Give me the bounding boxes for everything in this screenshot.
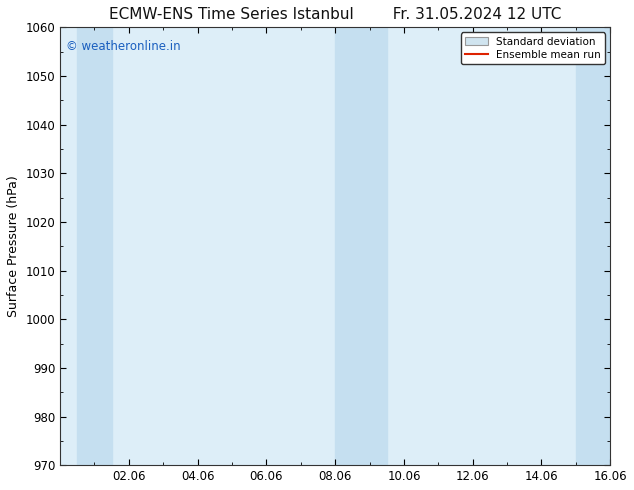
Bar — [77, 27, 112, 465]
Bar — [576, 27, 611, 465]
Bar — [335, 27, 387, 465]
Title: ECMW-ENS Time Series Istanbul        Fr. 31.05.2024 12 UTC: ECMW-ENS Time Series Istanbul Fr. 31.05.… — [109, 7, 561, 22]
Y-axis label: Surface Pressure (hPa): Surface Pressure (hPa) — [7, 175, 20, 317]
Text: © weatheronline.in: © weatheronline.in — [65, 40, 180, 53]
Legend: Standard deviation, Ensemble mean run: Standard deviation, Ensemble mean run — [461, 32, 605, 64]
